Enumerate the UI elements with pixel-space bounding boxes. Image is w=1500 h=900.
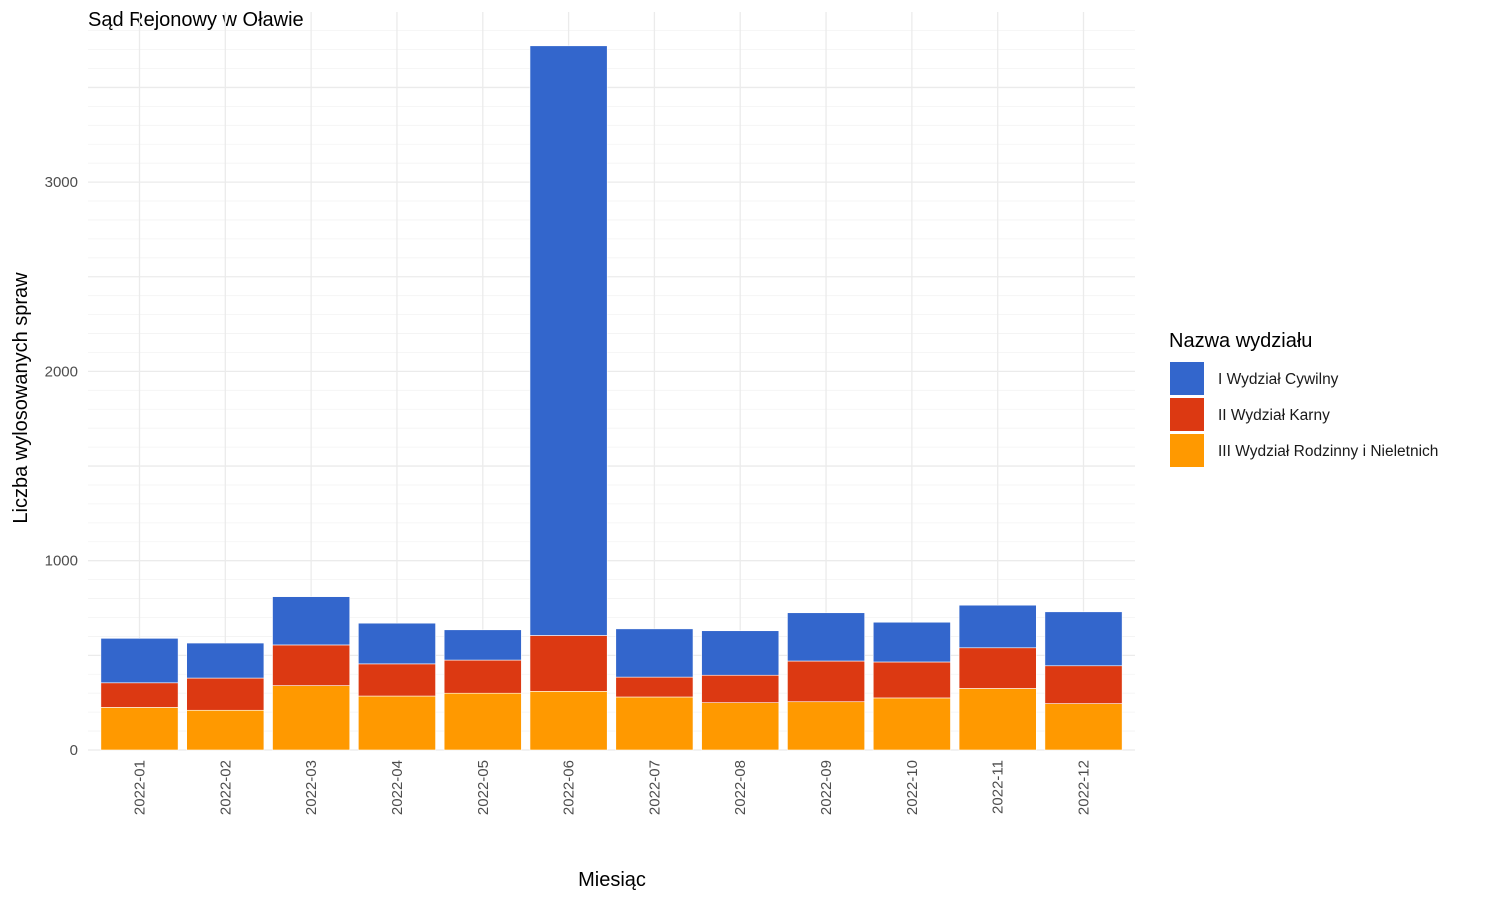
- bars: [100, 45, 1123, 751]
- x-tick-label: 2022-04: [389, 760, 406, 815]
- y-axis-ticks: 0 1000 2000 3000: [45, 174, 78, 759]
- y-tick-label: 1000: [45, 553, 78, 570]
- bar-segment-2022-07-series-3: [615, 628, 694, 678]
- y-axis-title: Liczba wylosowanych spraw: [10, 272, 32, 524]
- legend-label: III Wydział Rodzinny i Nieletnich: [1218, 443, 1438, 460]
- x-tick-label: 2022-09: [818, 760, 835, 815]
- bar-segment-2022-12-series-3: [1044, 611, 1123, 667]
- x-tick-label: 2022-06: [561, 760, 578, 815]
- legend-title: Nazwa wydziału: [1169, 330, 1312, 352]
- bar-segment-2022-06-series-3: [529, 45, 608, 636]
- bar-segment-2022-03-series-3: [272, 596, 351, 646]
- y-tick-label: 0: [70, 742, 78, 759]
- legend-label: II Wydział Karny: [1218, 407, 1330, 424]
- bar-segment-2022-08-series-2: [701, 674, 780, 703]
- x-tick-label: 2022-02: [217, 760, 234, 815]
- chart-title: Sąd Rejonowy w Oławie: [88, 9, 304, 31]
- x-tick-label: 2022-03: [303, 760, 320, 815]
- bar-segment-2022-10-series-1: [872, 697, 951, 751]
- legend: Nazwa wydziału I Wydział Cywilny II Wydzi…: [1169, 330, 1438, 467]
- x-tick-label: 2022-01: [131, 760, 148, 815]
- bar-segment-2022-05-series-1: [443, 692, 522, 751]
- x-tick-label: 2022-10: [904, 760, 921, 815]
- bar-segment-2022-09-series-2: [787, 660, 865, 703]
- x-axis-title: Miesiąc: [578, 869, 646, 891]
- bar-segment-2022-08-series-1: [701, 702, 780, 751]
- bar-segment-2022-11-series-3: [958, 604, 1037, 649]
- bar-segment-2022-02-series-1: [186, 709, 265, 751]
- bar-segment-2022-01-series-3: [100, 638, 179, 684]
- bar-segment-2022-06-series-1: [529, 691, 608, 751]
- bar-segment-2022-11-series-2: [958, 647, 1037, 689]
- bar-segment-2022-06-series-2: [529, 635, 608, 692]
- bar-segment-2022-04-series-1: [358, 695, 436, 751]
- bar-segment-2022-09-series-3: [787, 612, 865, 662]
- bar-segment-2022-03-series-1: [272, 685, 351, 751]
- legend-swatch: [1170, 362, 1204, 395]
- bar-segment-2022-11-series-1: [958, 688, 1037, 751]
- bar-segment-2022-07-series-2: [615, 676, 694, 698]
- bar-segment-2022-02-series-2: [186, 677, 265, 711]
- x-tick-label: 2022-12: [1076, 760, 1093, 815]
- bar-segment-2022-04-series-2: [358, 663, 436, 697]
- legend-swatch: [1170, 434, 1204, 467]
- bar-segment-2022-10-series-2: [872, 661, 951, 699]
- bar-segment-2022-10-series-3: [872, 621, 951, 663]
- bar-segment-2022-12-series-1: [1044, 703, 1123, 751]
- x-axis-ticks: 2022-01 2022-02 2022-03 2022-04 2022-05 2022-…: [131, 760, 1092, 815]
- bar-segment-2022-01-series-2: [100, 682, 179, 708]
- x-tick-label: 2022-07: [646, 760, 663, 815]
- bar-segment-2022-02-series-3: [186, 642, 265, 679]
- bar-segment-2022-01-series-1: [100, 707, 179, 751]
- y-tick-label: 3000: [45, 174, 78, 191]
- bar-segment-2022-05-series-2: [443, 659, 522, 694]
- bar-segment-2022-08-series-3: [701, 630, 780, 676]
- bar-segment-2022-12-series-2: [1044, 665, 1123, 704]
- bar-segment-2022-04-series-3: [358, 622, 436, 665]
- bar-segment-2022-03-series-2: [272, 644, 351, 686]
- x-tick-label: 2022-08: [732, 760, 749, 815]
- bar-segment-2022-07-series-1: [615, 696, 694, 751]
- legend-label: I Wydział Cywilny: [1218, 371, 1339, 388]
- legend-swatch: [1170, 398, 1204, 431]
- x-tick-label: 2022-11: [990, 760, 1007, 814]
- bar-segment-2022-09-series-1: [787, 701, 865, 751]
- y-tick-label: 2000: [45, 363, 78, 380]
- bar-segment-2022-05-series-3: [443, 629, 522, 661]
- x-tick-label: 2022-05: [475, 760, 492, 815]
